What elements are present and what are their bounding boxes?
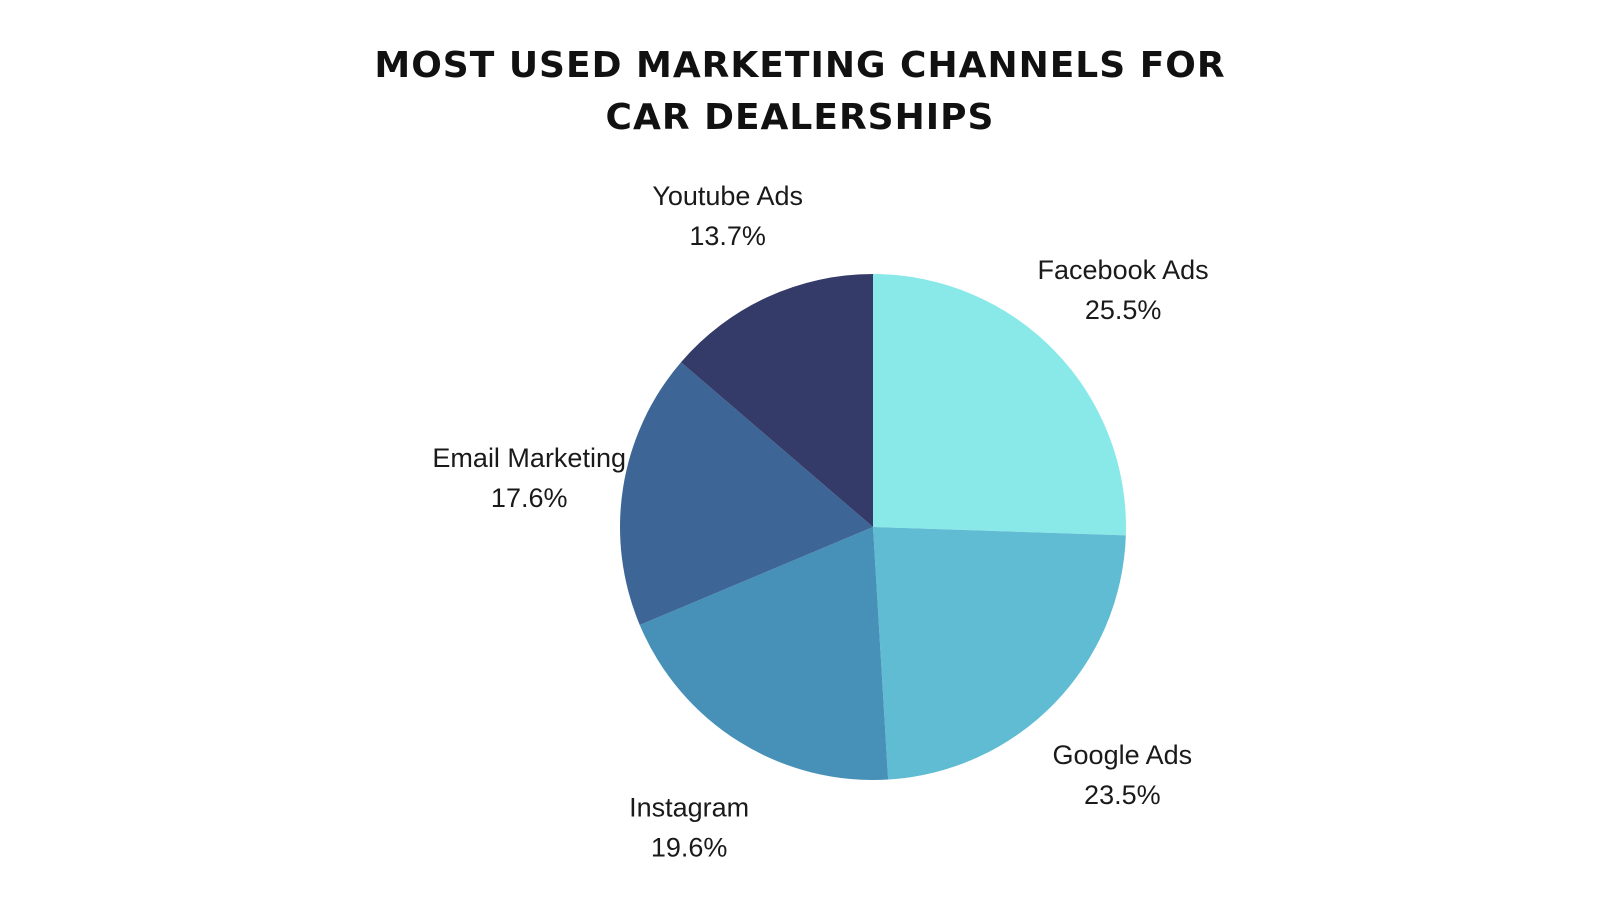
pie-labels: Facebook Ads 25.5% Google Ads 23.5% Instagra…	[432, 181, 1208, 863]
slice-label-value-instagram: 19.6%	[651, 832, 728, 862]
slice-label-name-youtube-ads: Youtube Ads	[652, 181, 803, 211]
slice-label-value-email-marketing: 17.6%	[491, 483, 568, 513]
pie-slice-email-marketing	[620, 362, 873, 626]
slice-label-name-google-ads: Google Ads	[1053, 740, 1193, 770]
pie-slice-google-ads	[873, 527, 1126, 780]
chart-title-line-2: CAR DEALERSHIPS	[605, 97, 995, 138]
slice-label-name-email-marketing: Email Marketing	[432, 443, 626, 473]
slice-label-name-instagram: Instagram	[629, 792, 749, 822]
slice-label-value-google-ads: 23.5%	[1084, 780, 1161, 810]
slice-label-value-facebook-ads: 25.5%	[1085, 295, 1162, 325]
chart-title-line-1: MOST USED MARKETING CHANNELS FOR	[374, 45, 1226, 86]
slice-label-value-youtube-ads: 13.7%	[689, 221, 766, 251]
pie-slice-facebook-ads	[873, 274, 1126, 536]
slice-label-name-facebook-ads: Facebook Ads	[1038, 255, 1209, 285]
pie-slice-youtube-ads	[680, 274, 873, 527]
pie-slices	[620, 274, 1126, 780]
pie-slice-instagram	[639, 527, 889, 780]
chart-title: MOST USED MARKETING CHANNELS FOR CAR DEA…	[0, 40, 1600, 144]
